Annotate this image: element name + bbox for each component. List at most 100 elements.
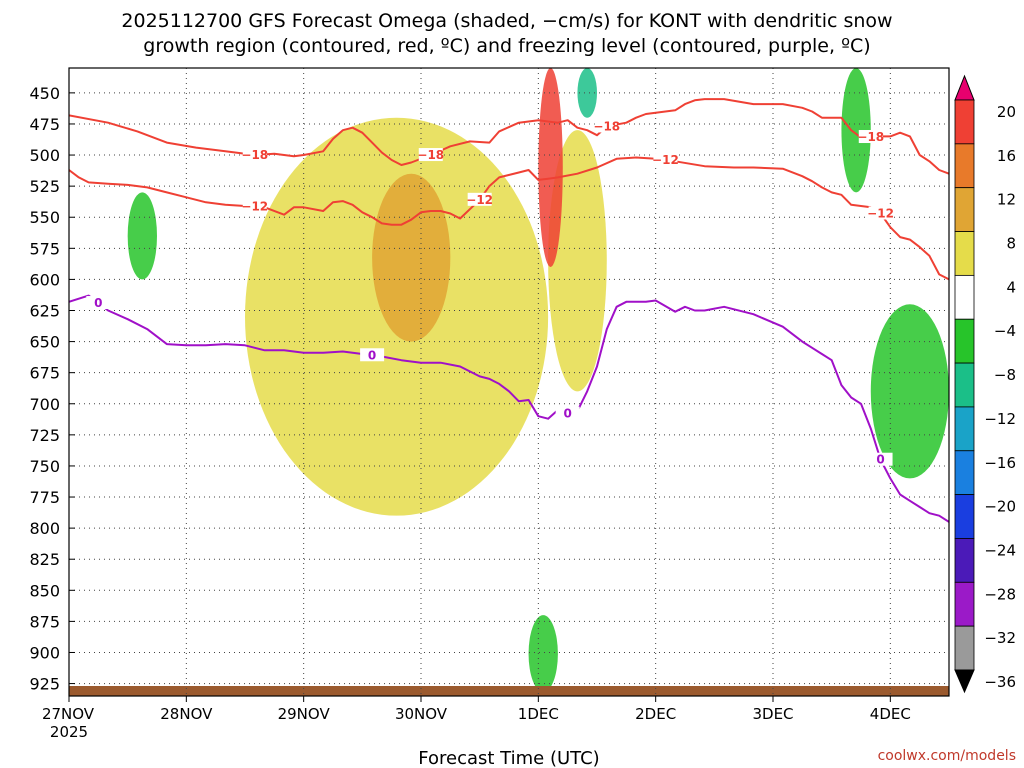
contour-label-bg-0-3 — [858, 130, 883, 144]
contour-label-0-3: −18 — [857, 130, 884, 144]
contour-label-0-2: −18 — [593, 119, 620, 133]
colorbar-label-8: −16 — [984, 454, 1016, 472]
xtick-label-1DEC: 1DEC — [518, 705, 559, 723]
ytick-label-725: 725 — [29, 426, 60, 445]
colorbar-label-1: 16 — [997, 147, 1016, 165]
contour-label-2-2: 0 — [563, 407, 571, 421]
credit-text: coolwx.com/models — [878, 748, 1016, 764]
ytick-label-600: 600 — [29, 270, 60, 289]
colorbar-box-6 — [954, 362, 975, 408]
contour-label-bg-1-1 — [467, 192, 492, 206]
ytick-label-575: 575 — [29, 239, 60, 258]
colorbar-label-4: 4 — [1006, 278, 1016, 296]
xtick-label-27NOV: 27NOV — [42, 705, 95, 723]
ytick-label-800: 800 — [29, 519, 60, 538]
contour-label-bg-1-0 — [242, 199, 267, 213]
chart-title-line-1: 2025112700 GFS Forecast Omega (shaded, −… — [121, 10, 892, 32]
colorbar-box-7 — [954, 406, 975, 452]
ytick-label-850: 850 — [29, 581, 60, 600]
xtick-label-4DEC: 4DEC — [870, 705, 911, 723]
contour-label-2-0: 0 — [94, 296, 102, 310]
colorbar-box-0 — [954, 99, 975, 145]
colorbar-label-6: −8 — [994, 366, 1016, 384]
colorbar-box-4 — [954, 274, 975, 320]
contour-label-2-3: 0 — [876, 453, 884, 467]
ytick-label-700: 700 — [29, 395, 60, 414]
colorbar-box-2 — [954, 187, 975, 232]
contour-line-0 — [69, 98, 949, 175]
colorbar-box-12 — [954, 625, 975, 671]
contour-label-0-1: −18 — [417, 148, 444, 162]
ytick-label-875: 875 — [29, 612, 60, 631]
contour-labels: −18 −18 −18 −18 −12 −12 −12 −12 0 0 0 0 — [86, 119, 894, 467]
contour-label-bg-1-3 — [868, 206, 893, 220]
contour-label-bg-2-0 — [86, 296, 111, 310]
y-axis: 450 475 500 525 550 575 600 625 650 675 700 725 750 7… — [29, 84, 75, 694]
colorbar-label-5: −4 — [994, 322, 1016, 340]
x-axis-label: Forecast Time (UTC) — [418, 748, 599, 768]
colorbar-label-3: 8 — [1006, 235, 1016, 253]
contour-label-bg-1-2 — [653, 153, 678, 167]
chart-title-line-2: growth region (contoured, red, ºC) and f… — [143, 35, 870, 57]
x-axis: 27NOV 28NOV 29NOV 30NOV 1DEC 2DEC 3DEC 4DEC — [42, 696, 911, 723]
colorbar-label-13: −36 — [984, 673, 1016, 691]
colorbar-label-2: 12 — [997, 191, 1016, 209]
omega-shade-1 — [548, 130, 607, 392]
contour-label-1-3: −12 — [867, 206, 894, 220]
contour-label-bg-0-1 — [418, 148, 443, 162]
contour-label-0-0: −18 — [241, 148, 268, 162]
ytick-label-625: 625 — [29, 301, 60, 320]
contour-label-bg-0-0 — [242, 148, 267, 162]
contour-label-bg-0-2 — [594, 119, 619, 133]
contour-label-bg-2-1 — [360, 348, 385, 362]
contour-label-2-1: 0 — [368, 348, 376, 362]
ytick-label-550: 550 — [29, 208, 60, 227]
omega-shade-8 — [528, 615, 558, 693]
xtick-label-3DEC: 3DEC — [752, 705, 793, 723]
colorbar-label-11: −28 — [984, 585, 1016, 603]
terrain-surface — [69, 686, 949, 696]
omega-shade-5 — [841, 68, 871, 193]
contour-label-1-2: −12 — [652, 153, 679, 167]
grid — [68, 68, 949, 696]
omega-shade-4 — [577, 68, 597, 118]
omega-shading — [127, 68, 949, 693]
ytick-label-475: 475 — [29, 115, 60, 134]
contour-label-1-0: −12 — [241, 200, 268, 214]
omega-shade-7 — [127, 192, 157, 280]
xtick-label-28NOV: 28NOV — [160, 705, 213, 723]
ytick-label-825: 825 — [29, 550, 60, 569]
omega-shade-3 — [538, 68, 563, 267]
contour-label-bg-2-2 — [555, 406, 580, 420]
xtick-label-29NOV: 29NOV — [278, 705, 331, 723]
colorbar-box-5 — [954, 318, 975, 364]
omega-shade-2 — [372, 173, 451, 342]
colorbar-label-10: −24 — [984, 541, 1016, 559]
colorbar: 20 16 12 8 4 −4 −8 −12 −16 −20 −24 −28 −32 −36 — [954, 74, 1016, 694]
colorbar-label-0: 20 — [997, 103, 1016, 121]
ytick-label-775: 775 — [29, 488, 60, 507]
colorbar-box-9 — [954, 494, 975, 539]
colorbar-box-1 — [954, 143, 975, 189]
x-year-label: 2025 — [50, 723, 88, 741]
xtick-label-30NOV: 30NOV — [395, 705, 448, 723]
ytick-label-525: 525 — [29, 177, 60, 196]
xtick-label-2DEC: 2DEC — [635, 705, 676, 723]
colorbar-box-11 — [954, 581, 975, 627]
plot-frame — [68, 67, 950, 697]
colorbar-box-10 — [954, 538, 975, 583]
colorbar-box-3 — [954, 231, 975, 276]
ytick-label-750: 750 — [29, 457, 60, 476]
ytick-label-900: 900 — [29, 643, 60, 662]
colorbar-bottom-arrow — [954, 669, 975, 694]
colorbar-label-7: −12 — [984, 410, 1016, 428]
ytick-label-650: 650 — [29, 333, 60, 352]
contour-label-1-1: −12 — [466, 193, 493, 207]
contour-label-bg-2-3 — [868, 452, 893, 466]
ytick-label-675: 675 — [29, 364, 60, 383]
colorbar-top-arrow — [954, 74, 975, 101]
ytick-label-450: 450 — [29, 84, 60, 103]
colorbar-label-9: −20 — [984, 498, 1016, 516]
colorbar-box-8 — [954, 450, 975, 496]
